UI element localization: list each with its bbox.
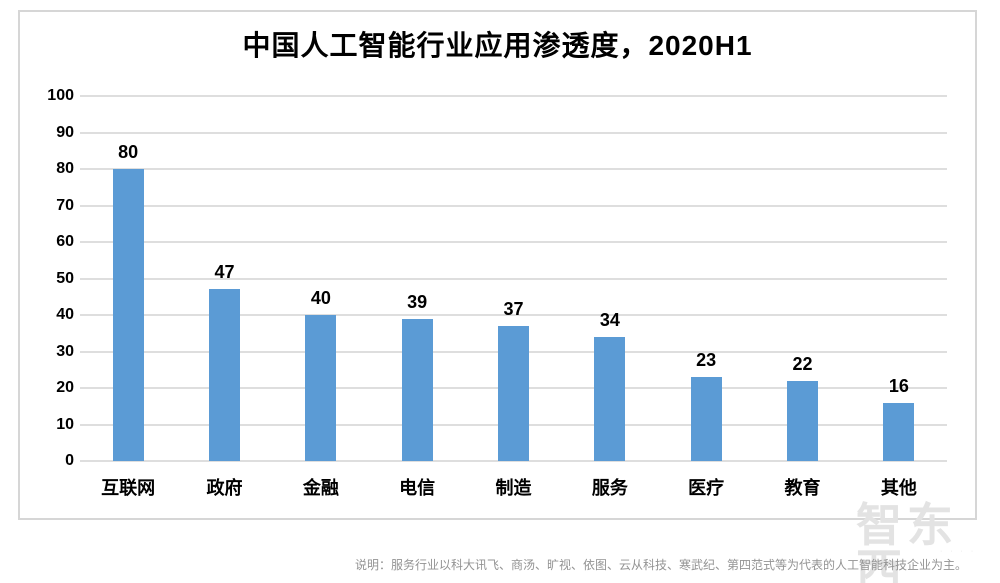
watermark-logo: 智东西 xyxy=(856,499,958,583)
footnote: 说明：服务行业以科大讯飞、商汤、旷视、依图、云从科技、寒武纪、第四范式等为代表的… xyxy=(355,558,968,572)
chart-title: 中国人工智能行业应用渗透度，2020H1 xyxy=(242,30,753,61)
chart-frame xyxy=(18,10,977,520)
watermark-sub-marks: · · · · xyxy=(940,548,977,555)
